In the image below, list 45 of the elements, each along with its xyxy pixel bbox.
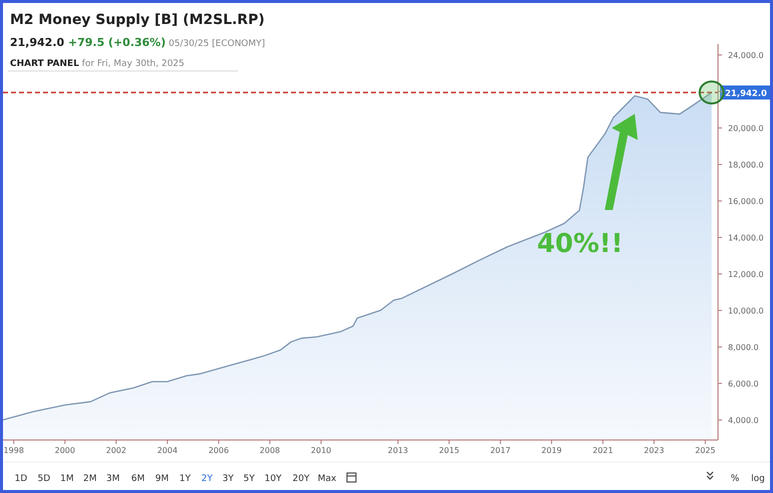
text: 2M: [83, 474, 97, 484]
text: %: [730, 474, 740, 484]
x-tick-label: 2017: [490, 446, 511, 455]
text: 1D: [14, 474, 28, 484]
y-tick-label: 20,000.0: [728, 124, 764, 133]
chart-title: M2 Money Supply [B] (M2SL.RP): [10, 12, 265, 28]
text: 3Y: [222, 474, 234, 484]
text: 1M: [60, 474, 74, 484]
text: 9M: [155, 474, 169, 484]
x-tick-label: 2019: [541, 446, 562, 455]
x-tick-label: 2006: [208, 446, 229, 455]
y-tick-label: 4,000.0: [728, 416, 759, 425]
text: 2Y: [201, 474, 214, 484]
text: log: [751, 474, 765, 484]
x-tick-label: 2015: [438, 446, 460, 455]
text: 6M: [131, 474, 145, 484]
x-tick-label: 2010: [310, 446, 332, 455]
x-tick-label: 2023: [644, 446, 664, 455]
y-tick-label: 8,000.0: [728, 342, 759, 352]
y-tick-label: 24,000.0: [728, 50, 764, 60]
ref-line-label: 21,942.0: [725, 89, 768, 100]
y-tick-label: 10,000.0: [728, 306, 764, 316]
x-tick-label: 2025: [695, 446, 716, 455]
y-tick-label: 6,000.0: [728, 379, 759, 388]
y-tick-label: 12,000.0: [728, 270, 764, 279]
x-tick-label: 2013: [388, 446, 408, 455]
text: 10Y: [264, 474, 282, 484]
text: 20Y: [292, 474, 310, 484]
annotation: CHART PANEL for Fri, May 30th, 2025: [10, 59, 184, 69]
y-tick-label: 18,000.0: [728, 160, 764, 170]
x-tick-label: 2000: [54, 446, 76, 455]
x-tick-label: 2008: [260, 446, 280, 455]
x-tick-label: 2004: [157, 446, 178, 455]
y-tick-label: 16,000.0: [728, 196, 764, 206]
annotation: 40%!!: [537, 229, 623, 259]
y-tick-label: 14,000.0: [728, 233, 764, 242]
text: 1Y: [179, 474, 192, 484]
text: Max: [318, 474, 337, 484]
chart-subtitle: 21,942.0 +79.5 (+0.36%) 05/30/25 [ECONOMY]: [10, 36, 266, 49]
text: 3M: [106, 474, 120, 484]
text: 5D: [38, 474, 50, 484]
text: 5Y: [243, 474, 256, 484]
x-tick-label: 2021: [592, 446, 614, 455]
x-tick-label: 2002: [106, 446, 126, 455]
x-tick-label: 1998: [4, 446, 24, 455]
